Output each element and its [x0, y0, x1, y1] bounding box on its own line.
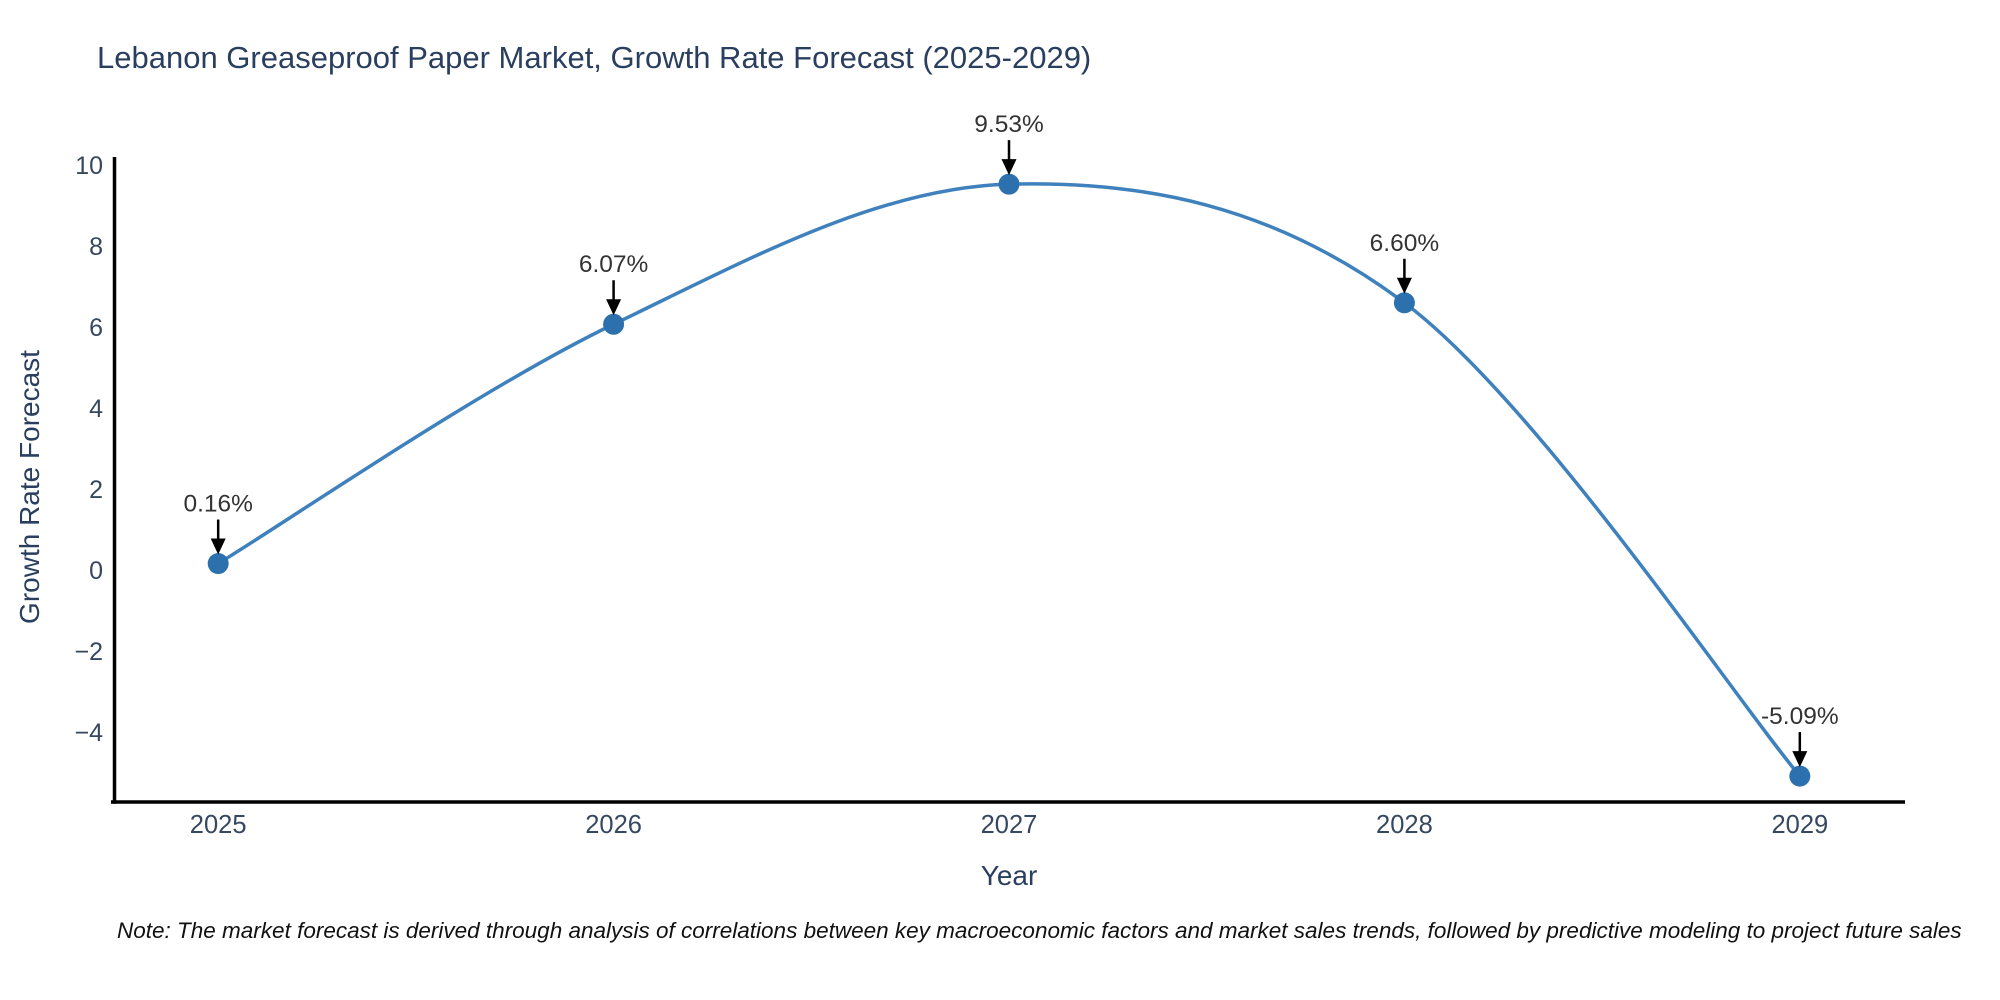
x-tick-label: 2027 [981, 811, 1038, 839]
y-tick-label: −4 [74, 719, 103, 747]
data-point-marker[interactable] [1393, 292, 1415, 314]
data-point-marker[interactable] [998, 173, 1020, 195]
y-tick-label: 0 [89, 557, 103, 585]
y-tick-label: 2 [89, 476, 103, 504]
annotation-label: -5.09% [1761, 703, 1839, 730]
y-tick-label: 10 [75, 152, 103, 180]
y-tick-label: 6 [89, 314, 103, 342]
data-point-marker[interactable] [603, 313, 625, 335]
footnote: Note: The market forecast is derived thr… [117, 918, 1962, 943]
annotation-arrowhead [1792, 751, 1808, 768]
x-tick-label: 2028 [1376, 811, 1433, 839]
x-tick-label: 2025 [190, 811, 247, 839]
annotation-label: 6.60% [1370, 230, 1439, 257]
chart-title: Lebanon Greaseproof Paper Market, Growth… [97, 40, 1092, 75]
annotation-label: 9.53% [974, 111, 1043, 138]
annotation-arrowhead [1396, 277, 1412, 294]
forecast-line [216, 182, 1802, 778]
data-point-marker[interactable] [207, 553, 229, 575]
y-tick-label: 8 [89, 233, 103, 261]
annotation-label: 6.07% [579, 251, 648, 278]
annotation-arrowhead [1001, 159, 1017, 176]
y-tick-label: 4 [89, 395, 103, 423]
data-point-marker[interactable] [1789, 765, 1811, 787]
x-tick-label: 2029 [1771, 811, 1828, 839]
x-tick-label: 2026 [585, 811, 642, 839]
annotation-arrowhead [210, 538, 226, 555]
x-axis-title: Year [980, 860, 1038, 891]
annotation-label: 0.16% [183, 491, 252, 518]
annotation-arrowhead [606, 299, 622, 316]
y-tick-label: −2 [74, 638, 103, 666]
